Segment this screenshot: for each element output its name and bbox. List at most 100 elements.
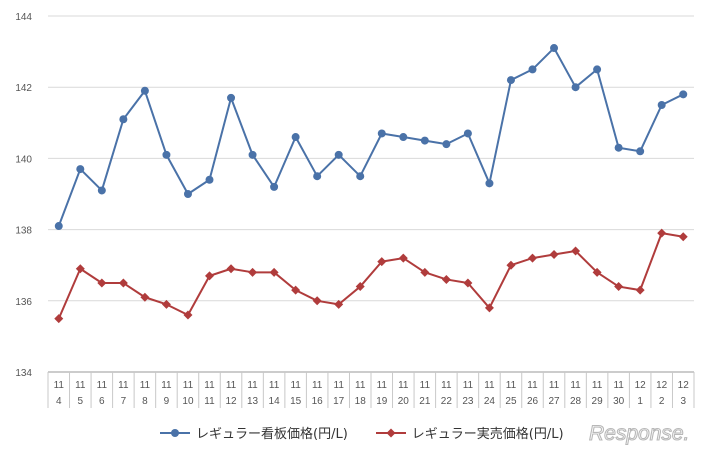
data-point [614,143,623,152]
data-point [657,101,666,109]
x-tick-label-month: 11 [54,380,65,391]
data-point [54,314,64,324]
response-logo: Response. [588,421,690,445]
data-point [97,186,106,195]
data-point [377,257,387,267]
data-point [226,264,236,274]
data-point [399,133,408,142]
x-tick-label-day: 29 [592,396,604,407]
x-tick-label-day: 18 [355,396,367,407]
x-tick-label-month: 11 [183,380,194,391]
x-tick-label-day: 25 [505,396,517,407]
x-tick-label-month: 11 [204,380,215,391]
data-point [463,278,473,288]
legend: レギュラー看板価格(円/L) レギュラー実売価格(円/L) [160,423,564,442]
x-tick-label-day: 3 [680,396,686,407]
data-point [162,150,171,159]
x-tick-label-day: 2 [659,396,665,407]
x-tick-label-day: 23 [462,396,474,407]
legend-label-series-1: レギュラー看板価格(円/L) [196,427,348,442]
data-point [442,140,451,149]
data-point [118,278,128,288]
x-tick-label-month: 11 [75,380,86,391]
y-axis: 134 136 138 140 142 144 [15,12,32,379]
legend-item-series-2[interactable]: レギュラー実売価格(円/L) [375,423,564,442]
x-tick-label-day: 24 [484,396,496,407]
x-tick-label-day: 21 [419,396,431,407]
x-tick-label-day: 7 [121,396,127,407]
x-tick-label-month: 11 [484,380,495,391]
series-2 [54,228,688,324]
data-point [506,260,516,270]
data-point [377,129,386,138]
data-point [205,271,214,281]
series-layer [54,44,688,324]
y-tick-label-138: 138 [15,226,32,237]
x-tick-label-month: 11 [269,380,280,391]
data-point [636,147,645,156]
x-tick-label-month: 11 [420,380,431,391]
data-point [269,267,279,277]
data-point [657,228,667,238]
data-point [270,182,279,191]
x-tick-label-month: 11 [570,380,581,391]
legend-item-series-1[interactable]: レギュラー看板価格(円/L) [160,423,348,442]
y-tick-label-140: 140 [15,154,32,165]
data-point [679,90,688,99]
x-tick-label-day: 17 [333,396,345,407]
x-axis: 1141151161171181191110111111121113111411… [47,371,695,408]
x-tick-label-day: 26 [527,396,539,407]
data-point [571,83,580,92]
x-tick-label-day: 28 [570,396,582,407]
y-tick-label-142: 142 [15,83,32,94]
data-point [334,150,343,159]
data-point [355,282,365,292]
data-point [75,264,85,274]
data-point [420,267,430,277]
data-point [140,86,149,95]
x-tick-label-month: 12 [678,380,690,391]
series-line-2 [57,232,684,319]
x-tick-label-month: 11 [97,380,108,391]
x-tick-label-month: 11 [377,380,388,391]
x-tick-label-day: 10 [182,396,194,407]
data-point [592,267,602,277]
data-point [528,253,537,263]
x-tick-label-month: 11 [140,380,151,391]
x-tick-label-day: 12 [225,396,237,407]
x-tick-label-day: 5 [78,396,84,407]
data-point [334,299,344,309]
x-tick-label-day: 14 [269,396,281,407]
watermark-text: Response. [589,422,689,445]
x-tick-label-month: 11 [506,380,517,391]
data-point [635,285,645,295]
x-tick-label-day: 4 [56,396,62,407]
x-tick-label-month: 11 [441,380,452,391]
series-line-1 [57,47,684,227]
x-tick-label-month: 11 [527,380,538,391]
data-point [248,267,258,277]
x-tick-label-day: 19 [376,396,388,407]
data-point [356,172,365,181]
data-point [463,129,472,138]
data-point [291,285,301,295]
data-point [549,250,559,260]
data-point [398,253,408,263]
data-point [313,172,322,181]
legend-swatch-series-2 [375,428,406,437]
x-tick-label-month: 11 [613,380,624,391]
x-tick-label-month: 11 [118,380,129,391]
x-tick-label-day: 22 [441,396,453,407]
x-tick-label-day: 27 [548,396,560,407]
data-point [593,65,602,74]
x-tick-label-month: 11 [226,380,237,391]
data-point [441,274,451,284]
data-point [484,303,494,313]
data-point [183,190,192,198]
x-tick-label-month: 11 [592,380,603,391]
x-tick-label-month: 11 [549,380,560,391]
legend-label-series-2: レギュラー実売価格(円/L) [411,427,564,442]
x-tick-label-month: 11 [355,380,366,391]
x-tick-label-month: 11 [334,380,345,391]
